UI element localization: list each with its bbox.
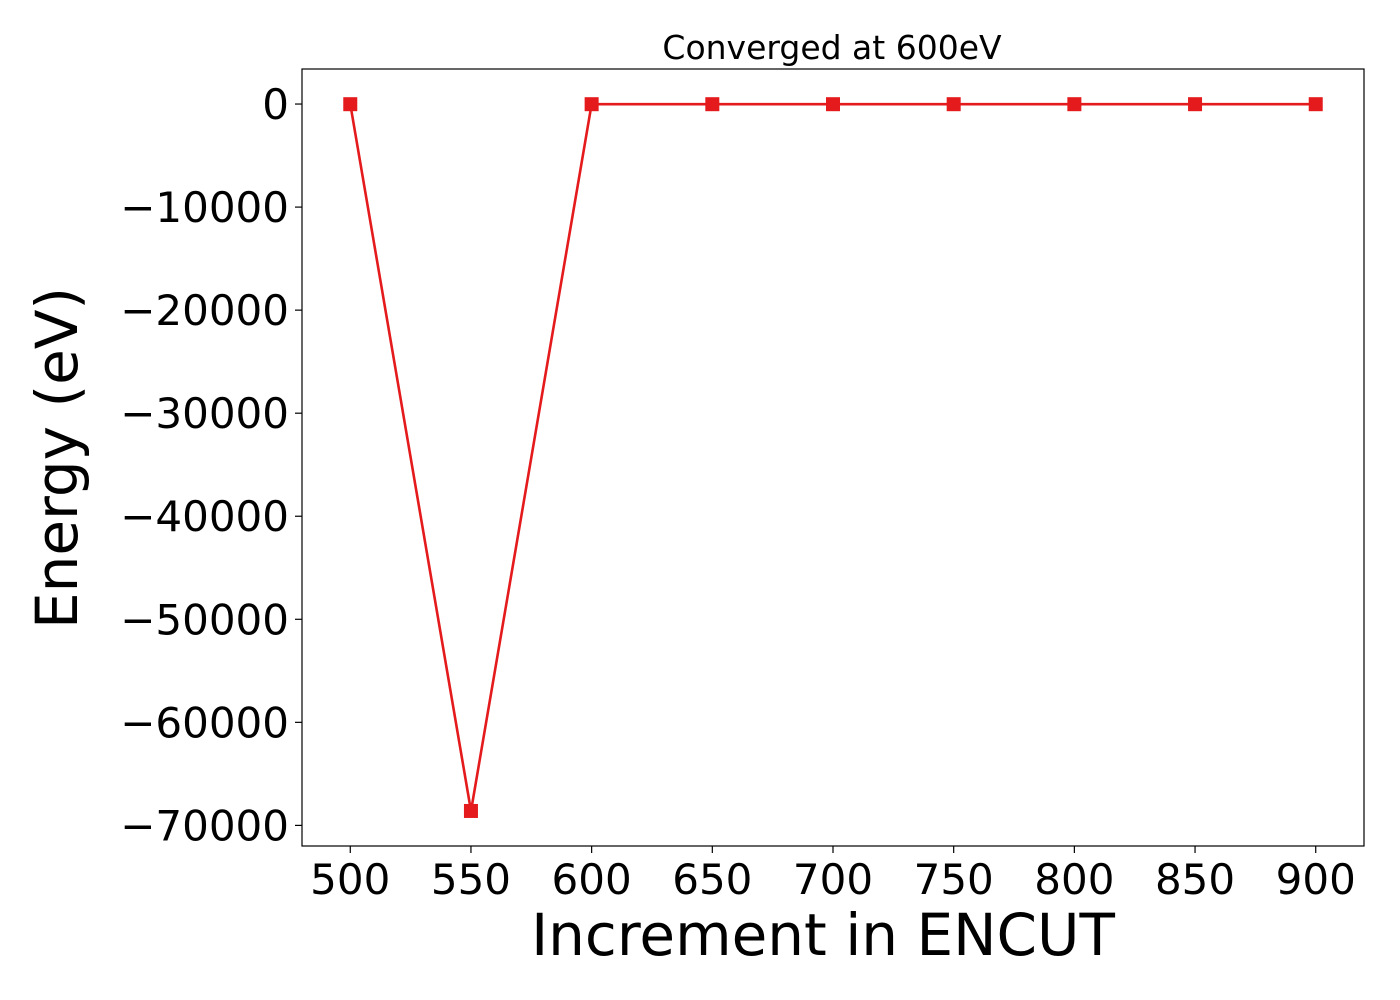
- x-axis-title: Increment in ENCUT: [531, 901, 1115, 969]
- y-axis-title: Energy (eV): [23, 287, 91, 629]
- y-tick-label: −40000: [120, 492, 289, 541]
- y-tick-label: −20000: [120, 286, 289, 335]
- data-point-marker: [826, 97, 840, 112]
- x-tick-label: 700: [793, 855, 873, 904]
- series-line: [349, 102, 1316, 813]
- data-point-marker: [343, 97, 358, 112]
- y-tick-label: −30000: [120, 389, 289, 438]
- data-point-marker: [463, 803, 478, 818]
- y-tick-label: −70000: [120, 801, 289, 850]
- x-tick-label: 600: [552, 855, 632, 904]
- y-tick-label: 0: [262, 80, 289, 129]
- y-axis-ticks: 0 −10000 −20000 −30000 −40000 −50000 −60000 −70…: [120, 80, 302, 850]
- data-point-marker: [1067, 97, 1082, 112]
- plot-series: [343, 97, 1323, 818]
- x-tick-label: 550: [431, 855, 511, 904]
- x-tick-label: 850: [1155, 855, 1235, 904]
- y-tick-label: −10000: [120, 183, 289, 232]
- x-axis-ticks: 500 550 600 650 700 750 800 850 900: [310, 846, 1356, 904]
- x-tick-label: 750: [914, 855, 994, 904]
- x-tick-label: 900: [1276, 855, 1356, 904]
- data-point-marker: [584, 97, 599, 112]
- data-point-marker: [705, 97, 720, 112]
- chart-title: Converged at 600eV: [662, 28, 1002, 67]
- x-tick-label: 500: [310, 855, 390, 904]
- x-tick-label: 800: [1034, 855, 1114, 904]
- data-point-marker: [1188, 97, 1203, 112]
- data-point-marker: [1308, 97, 1323, 112]
- x-tick-label: 650: [672, 855, 752, 904]
- axes-frame: [301, 68, 1365, 847]
- y-tick-label: −50000: [120, 595, 289, 644]
- y-tick-label: −60000: [120, 698, 289, 747]
- data-point-marker: [946, 97, 961, 112]
